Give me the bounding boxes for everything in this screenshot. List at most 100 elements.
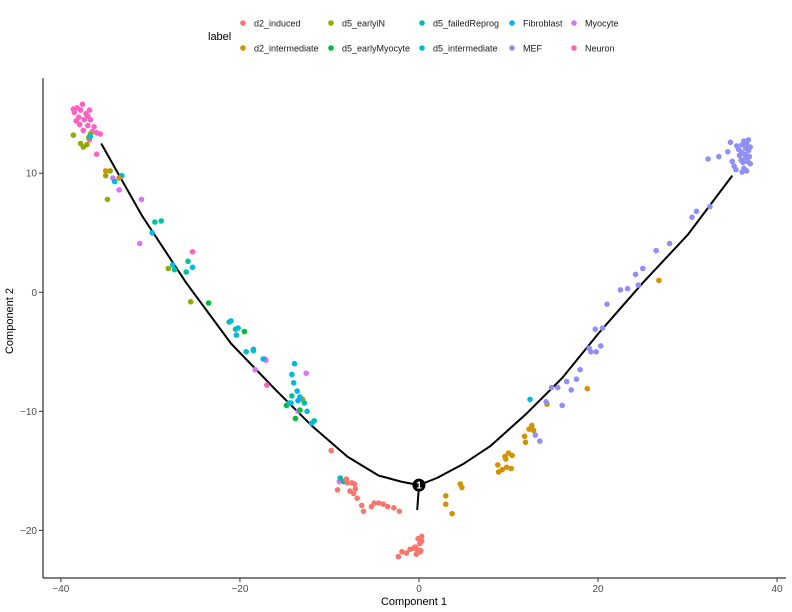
- data-point: [111, 178, 118, 185]
- data-point: [187, 299, 194, 305]
- data-point: [85, 122, 91, 129]
- data-point: [304, 408, 310, 415]
- data-point: [532, 432, 539, 438]
- data-point: [499, 466, 506, 473]
- data-point: [746, 153, 753, 160]
- data-point: [297, 407, 303, 413]
- legend-label: MEF: [523, 44, 543, 54]
- legend-label: d5_intermediate: [433, 44, 498, 54]
- legend-label: d5_earlyiN: [342, 19, 385, 29]
- data-point: [384, 503, 391, 510]
- data-point: [334, 487, 341, 493]
- data-point: [308, 420, 315, 427]
- data-point: [725, 149, 731, 155]
- data-point: [407, 546, 413, 553]
- trajectory-right-branch: [418, 174, 734, 487]
- data-point: [391, 505, 397, 511]
- data-point: [563, 378, 570, 385]
- data-point: [716, 153, 722, 160]
- data-point: [250, 347, 257, 354]
- data-point: [689, 214, 695, 221]
- data-point: [443, 493, 449, 499]
- data-point: [537, 438, 543, 444]
- legend-swatch: [240, 45, 246, 51]
- data-point: [743, 168, 750, 174]
- data-point: [351, 481, 358, 487]
- series-Fibroblast: [295, 397, 301, 404]
- data-point: [136, 240, 143, 247]
- legend-title: label: [208, 31, 231, 43]
- legend-item-Neuron: Neuron: [571, 44, 615, 54]
- data-point: [396, 508, 403, 515]
- x-tick-label: −40: [52, 584, 69, 595]
- data-point: [733, 166, 739, 173]
- data-point: [102, 172, 109, 179]
- data-point: [79, 101, 86, 107]
- data-point: [640, 265, 646, 272]
- data-point: [632, 271, 639, 278]
- data-point: [205, 300, 212, 306]
- data-point: [509, 452, 515, 459]
- data-point: [745, 137, 752, 143]
- data-point: [503, 464, 510, 471]
- data-point: [86, 107, 93, 113]
- data-point: [138, 196, 145, 203]
- data-point: [235, 325, 241, 331]
- legend-label: d5_earlyMyocyte: [342, 44, 410, 54]
- data-point: [104, 196, 111, 203]
- y-axis-title: Component 2: [4, 288, 16, 354]
- data-point: [360, 508, 367, 515]
- data-point: [459, 484, 465, 491]
- legend-label: d5_failedReprog: [433, 19, 499, 29]
- series-Neuron: [70, 101, 270, 388]
- data-point: [358, 502, 365, 509]
- data-point: [417, 540, 423, 547]
- data-point: [443, 501, 449, 508]
- legend-item-d5_earlyiN: d5_earlyiN: [328, 19, 385, 29]
- data-point: [243, 349, 249, 355]
- data-point: [87, 133, 94, 140]
- data-point: [729, 158, 736, 165]
- y-tick-label: 10: [26, 169, 38, 180]
- data-point: [521, 433, 528, 440]
- data-point: [530, 427, 537, 434]
- data-point: [264, 382, 270, 388]
- data-point: [241, 328, 248, 335]
- data-point: [165, 265, 172, 272]
- data-point: [183, 269, 189, 275]
- legend-swatch: [328, 20, 334, 26]
- data-point: [747, 160, 753, 167]
- data-point: [149, 230, 155, 236]
- data-point: [554, 384, 561, 391]
- legend-swatch: [419, 20, 425, 26]
- legend-item-Fibroblast: Fibroblast: [509, 19, 563, 29]
- axes-layer: −40 −20 0 20 40 −20 −10 0 10: [20, 78, 786, 595]
- legend-label: Fibroblast: [523, 19, 563, 29]
- data-point: [617, 287, 624, 293]
- data-point: [81, 116, 87, 123]
- data-point: [77, 107, 84, 113]
- data-point: [593, 349, 599, 355]
- data-point: [76, 121, 83, 128]
- legend-swatch: [571, 45, 577, 51]
- data-point: [559, 402, 565, 409]
- data-point: [185, 258, 191, 265]
- data-point: [747, 144, 753, 150]
- data-point: [252, 366, 258, 373]
- legend: label d2_induced d2_intermediate d5_earlyiN…: [208, 19, 619, 54]
- data-point: [584, 385, 591, 392]
- legend-label: Neuron: [585, 44, 615, 54]
- x-tick-label: 0: [416, 584, 422, 595]
- data-point: [588, 349, 594, 355]
- data-point: [413, 551, 420, 557]
- legend-swatch: [571, 20, 577, 26]
- data-point: [522, 439, 529, 446]
- legend-swatch: [419, 45, 425, 51]
- data-point: [116, 175, 122, 181]
- data-point: [529, 422, 535, 429]
- data-point: [380, 501, 387, 508]
- data-point: [592, 326, 599, 333]
- data-point: [693, 208, 700, 215]
- data-point: [635, 282, 642, 288]
